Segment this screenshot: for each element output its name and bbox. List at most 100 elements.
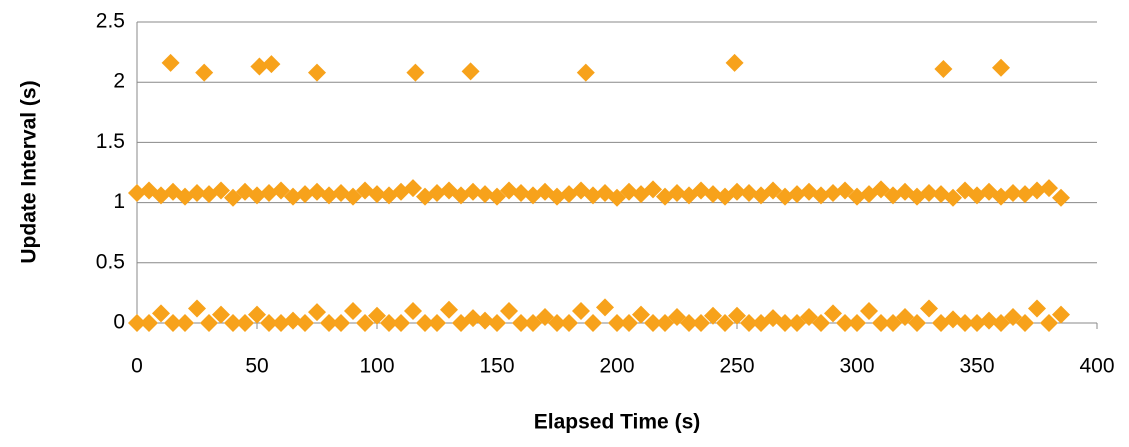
point — [512, 183, 530, 202]
point — [632, 305, 650, 324]
point — [1016, 314, 1034, 332]
point — [740, 183, 758, 202]
point — [788, 314, 806, 332]
point — [164, 314, 182, 332]
point — [944, 188, 962, 207]
point — [644, 314, 662, 332]
point — [584, 186, 602, 205]
point — [212, 181, 230, 200]
x-tick-label: 50 — [245, 355, 268, 378]
point — [824, 183, 842, 202]
point — [860, 301, 878, 320]
y-tick-label: 0.5 — [96, 250, 125, 273]
point — [176, 314, 194, 332]
point — [416, 314, 434, 332]
point — [404, 179, 422, 198]
point — [308, 63, 326, 82]
y-tick-label: 1 — [113, 190, 125, 213]
point — [272, 314, 290, 332]
point — [776, 314, 794, 332]
point — [464, 182, 482, 201]
point — [800, 307, 818, 326]
point — [776, 187, 794, 206]
point — [308, 303, 326, 322]
point — [548, 314, 566, 332]
point — [608, 188, 626, 207]
point — [128, 314, 146, 332]
point — [1028, 299, 1046, 318]
point — [764, 181, 782, 200]
point — [920, 299, 938, 318]
point — [296, 314, 314, 332]
x-tick-label: 250 — [719, 355, 754, 378]
point — [248, 305, 266, 324]
point — [488, 314, 506, 332]
point — [368, 185, 386, 204]
point — [1052, 305, 1070, 324]
point — [956, 314, 974, 332]
point — [476, 311, 494, 330]
point — [848, 314, 866, 332]
point — [584, 314, 602, 332]
point — [320, 314, 338, 332]
y-tick-label: 0 — [113, 311, 125, 334]
point — [812, 314, 830, 332]
point — [440, 300, 458, 319]
x-tick-label: 150 — [479, 355, 514, 378]
point — [596, 298, 614, 317]
point — [576, 63, 595, 82]
point — [461, 62, 480, 81]
point — [344, 187, 362, 206]
point — [284, 187, 302, 206]
point — [728, 182, 746, 201]
point — [224, 314, 242, 332]
point — [1040, 314, 1058, 332]
point — [716, 314, 734, 332]
point — [992, 58, 1010, 77]
point — [824, 304, 842, 323]
point — [250, 57, 269, 76]
point — [476, 185, 494, 204]
point — [368, 306, 386, 325]
point — [200, 314, 218, 332]
x-tick-label: 0 — [131, 355, 143, 378]
point — [512, 314, 530, 332]
point — [644, 180, 662, 199]
point — [392, 314, 410, 332]
point — [1004, 307, 1022, 326]
point — [344, 301, 362, 320]
point — [332, 314, 350, 332]
point — [272, 181, 290, 200]
point — [406, 63, 425, 82]
point — [284, 311, 302, 330]
point — [524, 314, 542, 332]
point — [536, 307, 554, 326]
point — [560, 314, 578, 332]
point — [212, 305, 230, 324]
point — [896, 307, 914, 326]
point — [968, 314, 986, 332]
x-axis-title: Elapsed Time (s) — [534, 411, 701, 434]
point — [356, 314, 374, 332]
point — [704, 185, 722, 204]
point — [500, 181, 518, 200]
point — [161, 53, 180, 72]
y-tick-label: 2.5 — [96, 10, 125, 33]
point — [195, 63, 214, 82]
point — [620, 182, 638, 201]
point — [1040, 179, 1058, 198]
point — [296, 185, 314, 204]
point — [428, 183, 446, 202]
point — [236, 314, 254, 332]
point — [404, 301, 422, 320]
point — [1004, 183, 1022, 202]
point — [908, 314, 926, 332]
point — [980, 311, 998, 330]
point — [188, 299, 206, 318]
x-tick-label: 100 — [359, 355, 394, 378]
point — [728, 306, 746, 325]
point — [224, 188, 242, 207]
point — [488, 187, 506, 206]
y-axis-title: Update Interval (s) — [18, 80, 41, 263]
